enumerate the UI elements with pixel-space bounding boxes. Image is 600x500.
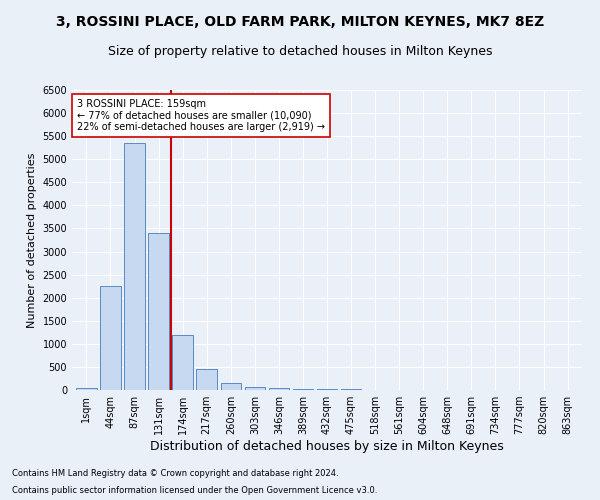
Bar [172,334,193,390]
Text: Contains public sector information licensed under the Open Government Licence v3: Contains public sector information licen… [12,486,377,495]
Bar [196,369,217,390]
Bar [317,389,337,390]
Text: Size of property relative to detached houses in Milton Keynes: Size of property relative to detached ho… [108,45,492,58]
Y-axis label: Number of detached properties: Number of detached properties [27,152,37,328]
Bar [293,388,313,390]
Bar [76,388,97,390]
Text: 3 ROSSINI PLACE: 159sqm
← 77% of detached houses are smaller (10,090)
22% of sem: 3 ROSSINI PLACE: 159sqm ← 77% of detache… [77,99,325,132]
Text: 3, ROSSINI PLACE, OLD FARM PARK, MILTON KEYNES, MK7 8EZ: 3, ROSSINI PLACE, OLD FARM PARK, MILTON … [56,15,544,29]
Bar [124,143,145,390]
Bar [269,388,289,390]
Bar [221,383,241,390]
X-axis label: Distribution of detached houses by size in Milton Keynes: Distribution of detached houses by size … [150,440,504,453]
Bar [245,386,265,390]
Bar [148,233,169,390]
Bar [100,286,121,390]
Text: Contains HM Land Registry data © Crown copyright and database right 2024.: Contains HM Land Registry data © Crown c… [12,468,338,477]
